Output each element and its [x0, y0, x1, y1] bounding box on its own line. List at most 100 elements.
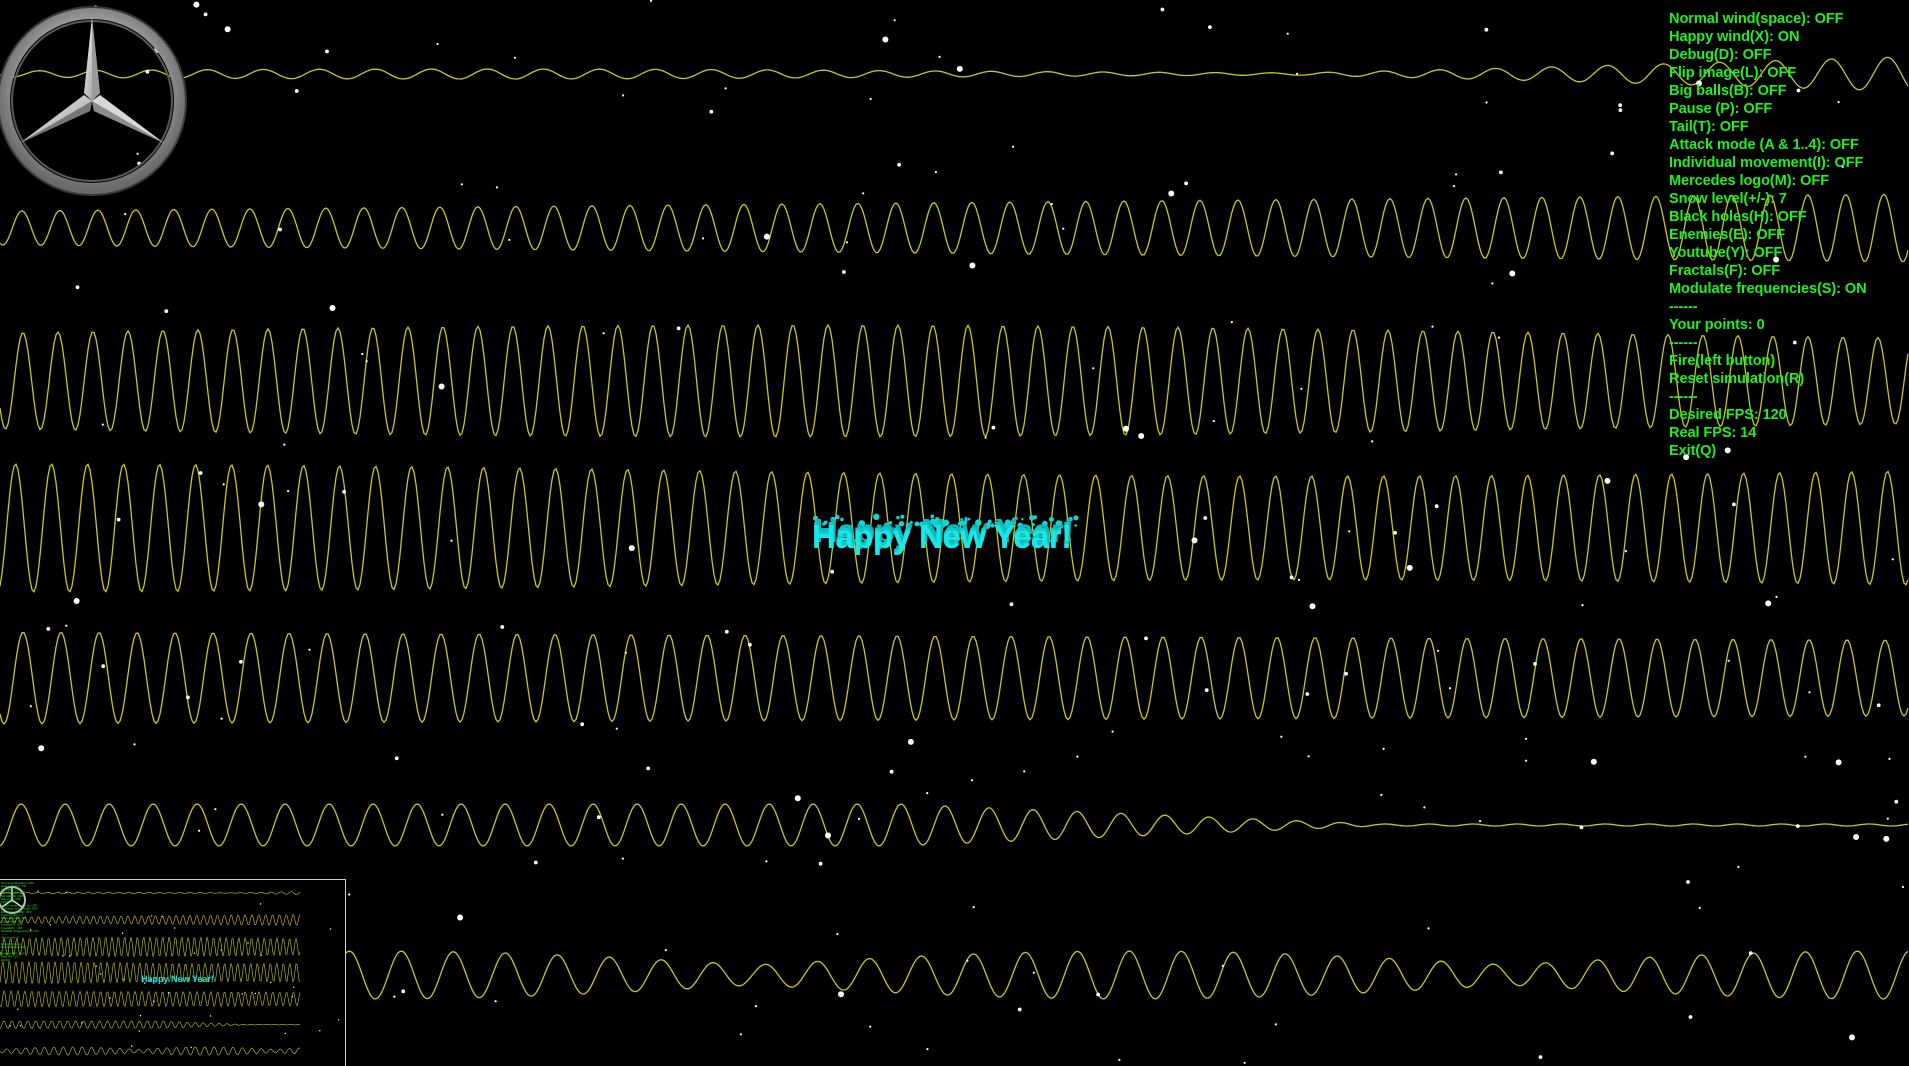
snowflake	[1230, 321, 1233, 324]
snowflake	[984, 436, 987, 439]
snowflake	[869, 1025, 872, 1028]
snow-clump	[1068, 516, 1073, 522]
snowflake	[508, 238, 511, 241]
minimap-snowflake	[161, 915, 163, 918]
snowflake	[1696, 80, 1702, 87]
snowflake	[29, 705, 32, 708]
menu-item: Mercedes logo(M): OFF	[1669, 173, 1830, 189]
snowflake	[145, 69, 150, 74]
snowflake	[1773, 256, 1780, 263]
snowflake	[701, 237, 705, 240]
minimap-snowflake	[254, 992, 257, 995]
sine-wave	[0, 462, 1909, 594]
snowflake	[615, 727, 618, 730]
snowflake	[1686, 880, 1690, 884]
minimap-snowflake	[220, 949, 222, 951]
minimap-snowflake	[247, 942, 249, 944]
menu-item: Real FPS: 14	[1669, 425, 1757, 441]
snowflake	[361, 352, 364, 356]
snowflake	[224, 26, 231, 33]
sine-wave	[0, 803, 1909, 847]
minimap-wave	[0, 989, 301, 1008]
snow-clump	[1003, 522, 1010, 529]
snowflake	[1610, 151, 1615, 156]
snow-clump	[830, 516, 836, 522]
snowflake	[1792, 340, 1797, 345]
snowflake	[1524, 737, 1528, 740]
snowflake	[624, 651, 628, 654]
snowflake	[1062, 227, 1065, 230]
menu-item: ------	[1669, 299, 1698, 315]
snowflake	[1886, 817, 1889, 820]
minimap-menu-item: Pause (P): OFF	[1, 897, 21, 901]
snowflake	[1808, 691, 1811, 694]
snowflake	[1448, 687, 1452, 690]
minimap-menu-item: Fire(left button)	[1, 942, 21, 946]
menu-item: Debug(D): OFF	[1669, 47, 1772, 63]
snowflake	[765, 860, 768, 863]
minimap-menu-item: Happy wind(X): ON	[1, 884, 26, 888]
snowflake	[101, 423, 104, 426]
snowflake	[1894, 799, 1899, 804]
minimap-snowflake	[193, 952, 196, 954]
snowflake	[1208, 25, 1212, 29]
snowflake	[1300, 387, 1303, 390]
snowflake	[1380, 793, 1383, 797]
snowflake	[393, 995, 396, 998]
minimap-wave	[0, 936, 301, 958]
snowflake	[838, 991, 844, 998]
snowflake	[73, 598, 80, 604]
minimap-logo-arm	[1, 899, 13, 908]
snowflake	[533, 860, 538, 865]
minimap-wave	[0, 961, 301, 985]
minimap-menu-item: Debug(D): OFF	[1, 887, 21, 891]
snowflake	[198, 829, 201, 832]
snowflake	[1538, 1055, 1543, 1059]
snowflake	[1348, 530, 1351, 533]
snowflake	[1305, 692, 1310, 696]
snowflake	[348, 893, 351, 896]
snow-clump	[960, 518, 964, 521]
minimap-snowflake	[241, 993, 243, 995]
snowflake	[1604, 477, 1611, 484]
menu-item: Flip image(L): OFF	[1669, 65, 1797, 81]
snowflake	[1484, 27, 1489, 32]
menu-item: Modulate frequencies(S): ON	[1669, 281, 1867, 297]
snowflake	[1382, 747, 1385, 751]
menu-item: Happy wind(X): ON	[1669, 29, 1800, 45]
snow-clump	[1074, 524, 1077, 527]
snowflake	[972, 906, 975, 909]
snowflake	[1775, 595, 1778, 599]
snowflake	[1888, 757, 1891, 761]
snowflake	[709, 109, 714, 114]
snowflake	[1289, 575, 1294, 580]
minimap-menu-item: ------	[1, 932, 7, 936]
minimap-wave	[0, 913, 301, 927]
snowflake	[1485, 101, 1488, 104]
minimap-snowflake	[151, 915, 153, 917]
minimap-snowflake	[153, 1000, 155, 1003]
snowflake	[450, 539, 453, 542]
snowflake	[1307, 755, 1310, 758]
snow-clump	[840, 517, 844, 522]
snowflake	[1423, 806, 1426, 809]
snowflake	[1841, 165, 1844, 168]
snowflake	[1455, 173, 1458, 176]
snowflake	[1688, 1015, 1693, 1019]
snowflake	[1796, 88, 1801, 93]
minimap-snowflake	[337, 1019, 340, 1021]
minimap-snowflake	[49, 924, 51, 926]
snow-clump	[884, 522, 889, 527]
snowflake	[1624, 550, 1627, 553]
snowflake	[136, 152, 139, 155]
snowflake	[193, 1, 200, 8]
snowflake	[1344, 671, 1348, 676]
menu-item: Individual movement(I): OFF	[1669, 155, 1864, 171]
snow-clump	[967, 517, 971, 521]
snowflake	[1297, 578, 1301, 582]
snowflake	[956, 65, 963, 72]
snowflake	[1096, 992, 1100, 997]
snowflake	[1491, 282, 1494, 285]
